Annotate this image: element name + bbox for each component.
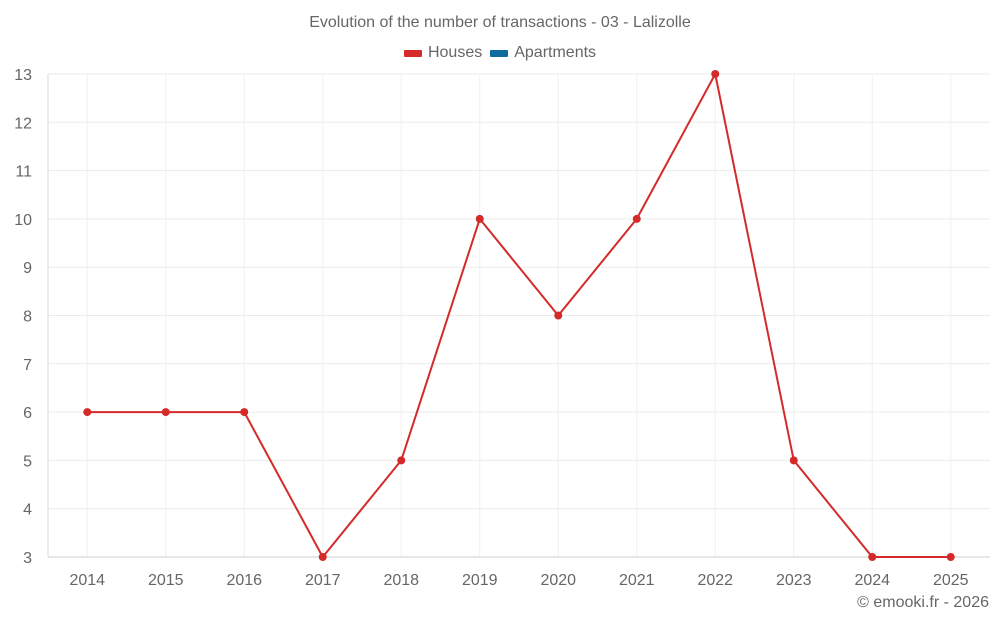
x-tick-label: 2014 — [69, 572, 105, 589]
x-tick-label: 2020 — [540, 572, 576, 589]
legend-item-apartments[interactable]: Apartments — [490, 44, 596, 62]
x-tick-label: 2015 — [148, 572, 184, 589]
legend: Houses Apartments — [0, 44, 1000, 62]
data-point — [83, 408, 92, 417]
x-tick-label: 2016 — [226, 572, 262, 589]
data-point — [711, 70, 720, 78]
grid — [48, 73, 990, 558]
x-tick-label: 2024 — [854, 572, 890, 589]
y-tick-label: 4 — [23, 502, 32, 519]
data-point — [397, 456, 406, 465]
x-tick-label: 2022 — [697, 572, 733, 589]
y-tick-label: 9 — [23, 260, 32, 277]
y-tick-label: 6 — [23, 405, 32, 422]
y-tick-label: 7 — [23, 357, 32, 374]
data-point — [240, 408, 249, 417]
x-tick-label: 2019 — [462, 572, 498, 589]
y-tick-label: 12 — [14, 115, 32, 132]
data-point — [475, 214, 484, 223]
legend-swatch-apartments — [490, 49, 509, 57]
y-tick-label: 13 — [14, 67, 32, 84]
series-line-houses — [87, 73, 951, 558]
x-tick-label: 2023 — [776, 572, 812, 589]
legend-label-houses: Houses — [427, 44, 483, 61]
y-tick-label: 3 — [23, 550, 32, 567]
y-tick-label: 5 — [23, 453, 32, 470]
y-tick-label: 10 — [14, 212, 32, 229]
y-tick-label: 8 — [23, 309, 32, 326]
credit: © emooki.fr - 2026 — [857, 594, 989, 611]
data-point — [161, 408, 170, 417]
legend-swatch-houses — [403, 49, 422, 57]
data-point — [554, 311, 563, 320]
data-point — [632, 214, 641, 223]
data-point — [868, 553, 877, 561]
x-tick-label: 2018 — [383, 572, 419, 589]
legend-label-apartments: Apartments — [514, 44, 597, 61]
x-tick-label: 2021 — [619, 572, 655, 589]
data-point — [318, 553, 327, 561]
y-tick-label: 11 — [15, 164, 32, 181]
x-tick-label: 2025 — [933, 572, 969, 589]
x-tick-label: 2017 — [305, 572, 341, 589]
chart-title: Evolution of the number of transactions … — [309, 14, 691, 31]
data-point — [946, 553, 955, 561]
data-point — [789, 456, 798, 465]
legend-item-houses[interactable]: Houses — [403, 44, 483, 62]
